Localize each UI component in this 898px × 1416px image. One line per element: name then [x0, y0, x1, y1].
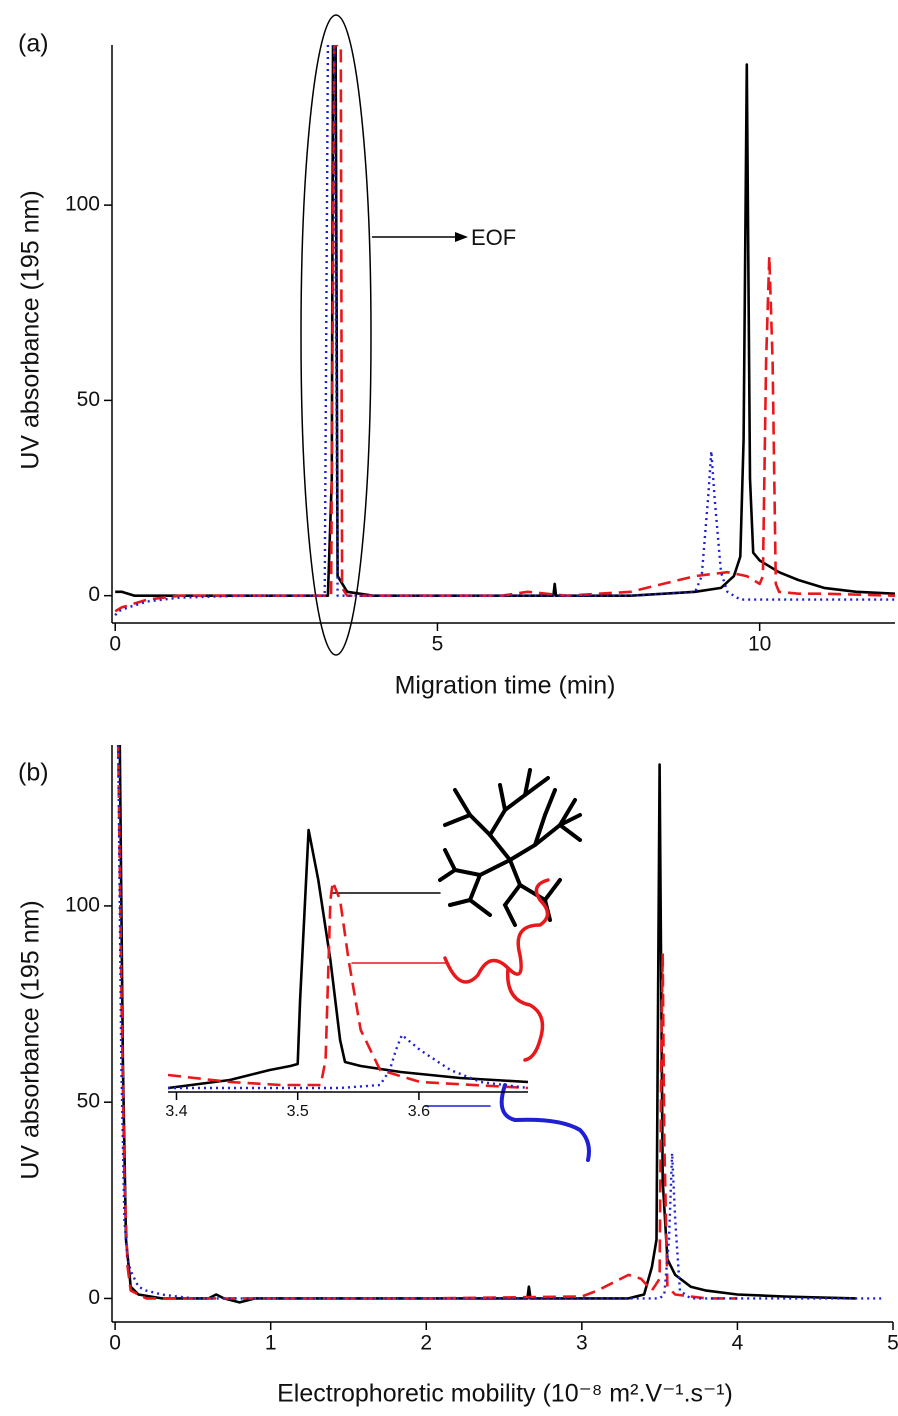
x-tick-label: 0 — [109, 1332, 121, 1355]
molecule-icons — [332, 768, 591, 1162]
data-line — [115, 45, 895, 597]
data-line — [114, 45, 895, 613]
y-tick-label: 0 — [88, 1286, 100, 1309]
linear-polymer-icon — [499, 1083, 591, 1162]
data-line — [118, 745, 856, 1304]
eof-label: EOF — [471, 225, 516, 250]
x-tick-label: 3.5 — [287, 1103, 309, 1120]
x-tick-label: 3 — [576, 1332, 588, 1355]
plot-area — [114, 45, 895, 616]
data-line — [116, 745, 738, 1300]
data-line — [114, 45, 895, 616]
x-axis-title: Migration time (min) — [395, 672, 616, 700]
plot-area — [116, 745, 886, 1304]
y-tick-label: 100 — [65, 193, 100, 216]
x-axis-title: Electrophoretic mobility (10⁻⁸ m².V⁻¹.s⁻… — [277, 1380, 733, 1408]
y-axis-title: UV absorbance (195 nm) — [17, 190, 45, 469]
eof-ellipse — [300, 14, 372, 656]
x-tick-label: 3.4 — [165, 1103, 187, 1120]
x-tick-label: 4 — [732, 1332, 744, 1355]
panel-label: (a) — [18, 30, 49, 58]
y-tick-label: 50 — [77, 1090, 100, 1113]
x-tick-label: 5 — [887, 1332, 898, 1355]
x-tick-label: 0 — [109, 633, 121, 656]
data-line — [168, 1033, 529, 1090]
x-tick-label: 1 — [265, 1332, 277, 1355]
data-line — [168, 880, 529, 1090]
panel-label: (b) — [18, 759, 49, 787]
plot-area — [168, 828, 529, 1090]
y-tick-label: 100 — [65, 893, 100, 916]
star-polymer-icon — [443, 878, 550, 1062]
dendrimer-icon — [438, 768, 582, 927]
data-line — [117, 745, 886, 1300]
x-tick-label: 10 — [748, 633, 771, 656]
y-tick-label: 0 — [88, 583, 100, 606]
y-axis-title: UV absorbance (195 nm) — [17, 900, 45, 1179]
eof-arrowhead — [455, 232, 468, 242]
x-tick-label: 2 — [420, 1332, 432, 1355]
x-tick-label: 5 — [432, 633, 444, 656]
data-line — [168, 828, 529, 1090]
y-tick-label: 50 — [77, 388, 100, 411]
x-tick-label: 3.6 — [408, 1103, 430, 1120]
